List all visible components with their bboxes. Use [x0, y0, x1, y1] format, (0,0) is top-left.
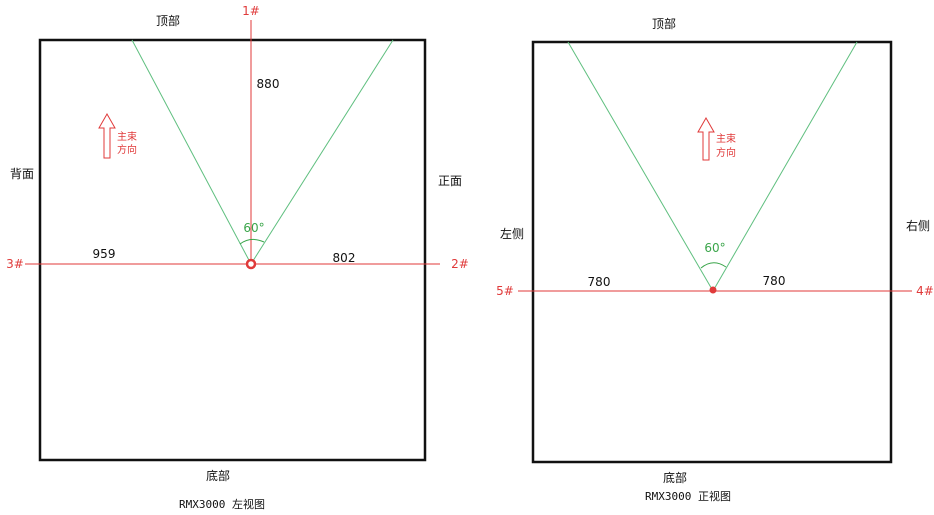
front-angle-label: 60° [704, 241, 725, 255]
front-view-frame [531, 40, 893, 464]
left-bottom-label: 底部 [206, 468, 230, 483]
left-mic-left-label: 3# [6, 257, 24, 271]
left-back-label: 背面 [10, 167, 34, 181]
left-mic-top-label: 1# [242, 4, 260, 18]
front-mic-right-label: 4# [916, 284, 934, 298]
front-left-label: 左侧 [500, 226, 524, 241]
front-cone-right-edge [712, 41, 858, 292]
front-top-label: 顶部 [652, 16, 676, 31]
left-arrow-label-1: 主束 [117, 131, 137, 143]
left-top-label: 顶部 [156, 13, 180, 28]
left-dim-vertical: 880 [257, 77, 280, 91]
left-arrow-label-2: 方向 [117, 143, 137, 156]
left-center-point [245, 258, 257, 270]
front-arrow-label-2: 方向 [716, 146, 736, 159]
front-mic-left-label: 5# [496, 284, 514, 298]
front-dim-right: 780 [763, 274, 786, 288]
left-cone-right-edge [250, 39, 394, 265]
left-dim-left: 959 [93, 247, 116, 261]
left-beam-arrow [98, 112, 116, 159]
front-cone-left-edge [567, 41, 714, 292]
front-caption: RMX3000 正视图 [645, 489, 731, 503]
left-front-label: 正面 [438, 174, 462, 188]
left-angle-arc [239, 238, 265, 245]
front-beam-arrow [697, 116, 715, 161]
left-view-frame [38, 38, 427, 462]
left-cone-left-edge [131, 39, 252, 265]
front-view: 顶部 底部 左侧 右侧 5# 4# 780 780 60° 主束 方向 RMX3… [496, 16, 934, 503]
left-mic-right-label: 2# [451, 257, 469, 271]
left-dim-right: 802 [333, 251, 356, 265]
left-angle-label: 60° [243, 221, 264, 235]
front-bottom-label: 底部 [663, 470, 687, 485]
front-angle-arc [700, 262, 727, 269]
front-right-label: 右侧 [906, 218, 930, 233]
left-caption: RMX3000 左视图 [179, 497, 265, 511]
front-arrow-label-1: 主束 [716, 133, 736, 145]
front-center-point [709, 286, 717, 294]
left-view: 顶部 底部 背面 正面 1# 3# 2# 880 959 802 60° 主束 … [6, 4, 469, 511]
front-dim-left: 780 [588, 275, 611, 289]
